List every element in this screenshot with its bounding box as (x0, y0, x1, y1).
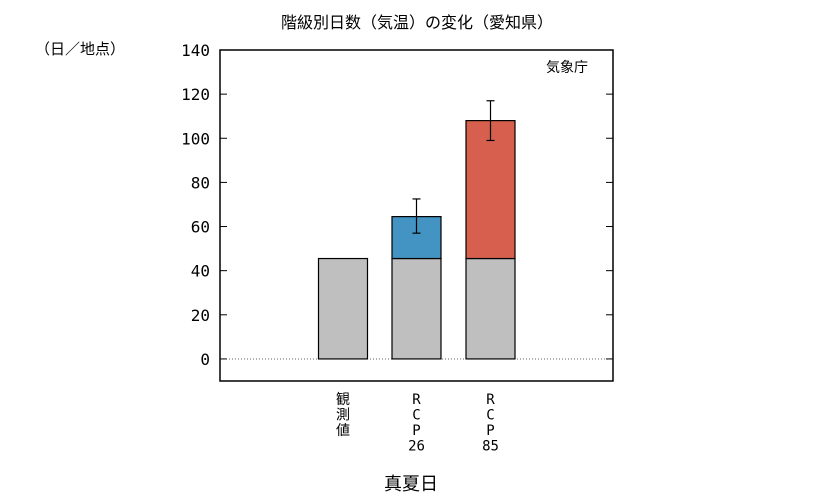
y-tick-label: 0 (200, 350, 210, 369)
bar-segment-increase (465, 120, 516, 260)
y-tick-label: 40 (191, 262, 210, 281)
x-tick-label: R (412, 392, 421, 408)
y-tick-label: 60 (191, 218, 210, 237)
plot-frame (219, 49, 614, 382)
x-tick-label: 26 (408, 439, 425, 455)
bar-segment-base (317, 257, 369, 360)
x-tick-label: P (412, 423, 420, 439)
x-axis-label: 真夏日 (384, 474, 438, 495)
x-tick-label: R (486, 392, 495, 408)
y-tick-label: 140 (181, 41, 210, 60)
bar-segment-base (465, 257, 516, 360)
source-label: 気象庁 (546, 60, 588, 76)
y-tick-label: 80 (191, 173, 210, 192)
y-tick-label: 20 (191, 306, 210, 325)
y-tick-label: 100 (181, 129, 210, 148)
bars (317, 100, 516, 360)
y-axis-label: （日／地点） (35, 40, 125, 58)
y-tick-label: 120 (181, 85, 210, 104)
bar-segment-base (391, 257, 442, 360)
x-tick-label: 値 (336, 423, 350, 439)
x-tick-label: C (412, 408, 420, 424)
x-tick-label: C (486, 408, 494, 424)
chart-title: 階級別日数（気温）の変化（愛知県） (281, 13, 553, 32)
x-tick-label: 測 (336, 408, 350, 424)
x-tick-label: 観 (336, 391, 350, 408)
x-tick-label: P (486, 423, 494, 439)
x-tick-label: 85 (482, 439, 499, 455)
y-ticks: 0 20 40 60 80 100 120 140 (181, 41, 613, 369)
